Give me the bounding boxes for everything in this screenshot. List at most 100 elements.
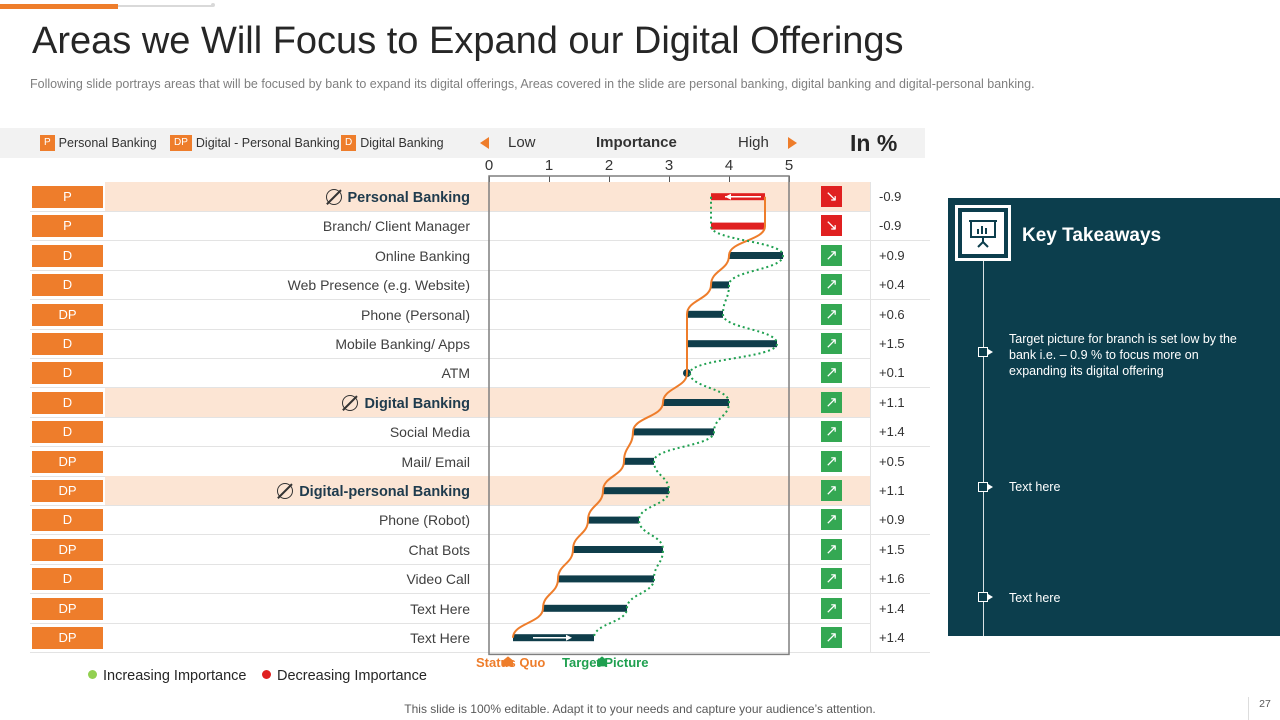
- category-badge: D: [32, 333, 103, 355]
- prohibited-icon: [325, 189, 342, 205]
- row-label-text: Chat Bots: [408, 541, 470, 558]
- row-label: Social Media: [390, 424, 470, 440]
- arrow-head-icon: [725, 193, 731, 200]
- row-label-text: Mail/ Email: [401, 453, 470, 470]
- arrow-up-right-icon: ↗: [821, 362, 842, 384]
- x-tick-mark: [729, 176, 730, 182]
- category-badge: DP: [32, 538, 103, 561]
- status-quo-line: [512, 196, 766, 638]
- category-badge: DP: [32, 597, 103, 620]
- pct-cell: [870, 270, 931, 300]
- data-bar: [633, 428, 714, 436]
- change-value: +1.4: [879, 630, 905, 645]
- data-bar: [588, 516, 639, 524]
- timeline-bullet-icon: [978, 482, 993, 492]
- row-label-text: Text Here: [410, 630, 470, 646]
- legend-bar: [0, 128, 925, 158]
- row-label-text: Phone (Robot): [378, 512, 470, 529]
- change-value: +1.4: [879, 424, 905, 440]
- table-row: D Mobile Banking/ Apps ↗ +1.5: [30, 329, 931, 359]
- change-value: -0.9: [879, 218, 902, 234]
- pct-cell: [870, 446, 931, 476]
- page-subtitle: Following slide portrays areas that will…: [30, 77, 1035, 91]
- timeline-bullet-icon: [978, 592, 993, 602]
- takeaway-item: Text here: [1009, 480, 1061, 494]
- x-tick-mark: [549, 176, 550, 182]
- legend-dp: DP Digital - Personal Banking: [170, 135, 340, 151]
- change-value: +0.1: [879, 365, 905, 381]
- category-badge: D: [32, 568, 103, 591]
- accent-dot: [211, 3, 215, 7]
- legend-digital: D Digital Banking: [341, 135, 444, 151]
- change-value: +0.9: [879, 247, 905, 263]
- row-label: Text Here: [410, 601, 470, 617]
- takeaway-item: Target picture for branch is set low by …: [1009, 332, 1237, 378]
- row-label-text: ATM: [441, 365, 470, 382]
- target-marker-icon: [597, 656, 607, 667]
- target-picture-line: [593, 196, 785, 638]
- legend-decreasing: Decreasing Importance: [262, 668, 427, 684]
- pct-cell: [870, 240, 931, 270]
- x-tick-label: 2: [604, 157, 614, 174]
- table-row: DP Digital-personal Banking ↗ +1.1: [30, 476, 931, 506]
- category-badge: DP: [32, 303, 103, 326]
- pct-cell: [870, 505, 931, 535]
- category-badge: D: [32, 274, 103, 297]
- pct-cell: [870, 476, 931, 505]
- legend-decreasing-label: Decreasing Importance: [277, 668, 427, 684]
- high-arrow-icon: [788, 137, 797, 149]
- row-band: [105, 476, 930, 505]
- change-value: +1.5: [879, 336, 905, 351]
- presentation-icon: [955, 205, 1011, 261]
- page-title: Areas we Will Focus to Expand our Digita…: [32, 20, 904, 62]
- x-tick-label: 0: [484, 157, 494, 174]
- low-arrow-icon: [480, 137, 489, 149]
- x-tick-mark: [669, 176, 670, 182]
- change-value: +1.1: [879, 394, 905, 410]
- page-number: 27: [1248, 697, 1280, 720]
- data-bar: [543, 604, 627, 612]
- category-badge: D: [32, 244, 103, 267]
- legend-personal: P Personal Banking: [40, 135, 157, 151]
- increasing-dot-icon: [88, 670, 97, 679]
- change-value: +1.1: [879, 483, 905, 498]
- row-label-text: Personal Banking: [347, 190, 470, 206]
- arrow-up-right-icon: ↗: [821, 480, 842, 501]
- legend-personal-label: Personal Banking: [58, 136, 157, 150]
- change-value: +0.4: [879, 277, 905, 293]
- row-label-text: Web Presence (e.g. Website): [287, 277, 470, 294]
- axis-importance-label: Importance: [596, 134, 677, 151]
- arrow-up-right-icon: ↗: [821, 597, 842, 619]
- legend-personal-code: P: [40, 135, 55, 151]
- row-label-text: Text Here: [410, 600, 470, 617]
- row-label: Branch/ Client Manager: [323, 218, 470, 234]
- arrow-up-right-icon: ↗: [821, 333, 842, 354]
- table-row: D Online Banking ↗ +0.9: [30, 240, 931, 271]
- row-label: Video Call: [406, 571, 470, 587]
- legend-increasing-label: Increasing Importance: [103, 668, 247, 684]
- row-label-text: Digital Banking: [364, 395, 470, 412]
- table-row: P Personal Banking ↘ -0.9: [30, 182, 931, 212]
- status-quo-marker-icon: [503, 656, 513, 667]
- category-badge: D: [32, 421, 103, 444]
- prohibited-icon: [277, 483, 294, 499]
- table-row: P Branch/ Client Manager ↘ -0.9: [30, 211, 931, 242]
- row-band: [105, 182, 930, 211]
- legend-digital-code: D: [341, 135, 357, 151]
- pct-cell: [870, 564, 931, 594]
- data-bar: [558, 575, 654, 583]
- data-bar: [663, 399, 729, 406]
- status-quo-label: Status Quo: [476, 655, 546, 670]
- accent-line: [118, 5, 213, 7]
- pct-cell: [870, 182, 931, 211]
- footer-text: This slide is 100% editable. Adapt it to…: [404, 702, 876, 716]
- axis-low-label: Low: [508, 134, 536, 151]
- table-row: DP Text Here ↗ +1.4: [30, 593, 931, 624]
- arrow-up-right-icon: ↗: [821, 274, 842, 296]
- axis-high-label: High: [738, 134, 769, 151]
- data-bar: [624, 457, 654, 465]
- legend-dp-label: Digital - Personal Banking: [195, 136, 340, 150]
- change-value: +0.6: [879, 306, 905, 322]
- category-badge: D: [32, 362, 103, 385]
